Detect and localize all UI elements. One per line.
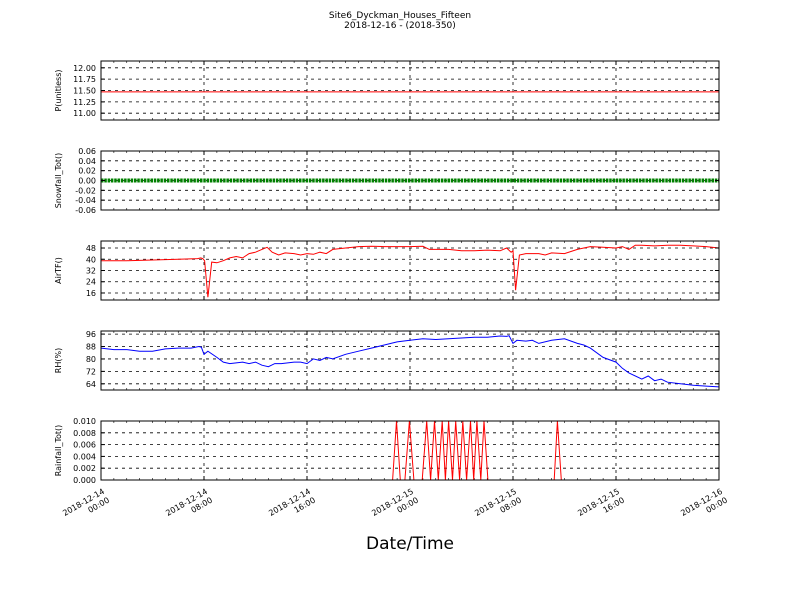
y-tick-label: 11.50 [73,87,96,96]
y-tick-label: 0.06 [78,147,96,156]
panel-4: 0.010 0.008 0.006 0.004 0.002 0.000 Rainfall_T… [54,417,720,485]
panel-0: 12.00 11.75 11.50 11.25 11.00 P(unitless) [54,60,720,121]
y-axis-label: RH(%) [54,348,63,373]
y-tick-label: 16 [86,289,96,298]
figure-title: Site6_Dyckman_Houses_Fifteen [328,11,472,21]
series-2-0 [101,244,719,298]
figure-subtitle: 2018-12-16 - (2018-350) [344,21,456,31]
y-tick-label: 0.00 [78,177,96,186]
panel-3: 96 88 80 72 64 RH(%) [54,330,720,391]
axes-frame [100,330,720,391]
panel-2: 48 40 32 24 16 AirTF() [54,240,720,301]
y-tick-label: 11.75 [73,75,96,84]
y-tick-label: 32 [86,267,96,276]
y-axis-label: Snowfall_Tot() [54,153,63,209]
y-tick-label: 72 [86,367,96,376]
y-tick-label: 88 [86,343,96,352]
x-axis-label: Date/Time [366,534,454,554]
y-tick-label: 0.004 [73,452,96,461]
y-tick-label: -0.06 [75,206,96,215]
y-axis-label: AirTF() [54,257,63,284]
y-tick-label: -0.02 [75,186,96,195]
y-tick-label: 40 [86,255,96,264]
y-tick-label: 0.04 [78,157,96,166]
axes-frame [100,420,720,481]
y-tick-label: 0.000 [73,476,96,485]
y-tick-label: 0.002 [73,464,96,473]
series-3-0 [101,335,719,388]
y-tick-label: 0.006 [73,441,96,450]
y-tick-label: -0.04 [75,196,96,205]
y-tick-label: 0.02 [78,167,96,176]
series-4-0 [101,421,719,480]
panel-1: 0.060.040.020.00-0.02-0.04-0.06 Snowfall_… [54,147,720,215]
y-tick-label: 0.010 [73,417,96,426]
y-tick-label: 11.00 [73,109,96,118]
y-tick-label: 0.008 [73,429,96,438]
y-tick-label: 80 [86,355,96,364]
y-tick-label: 11.25 [73,98,96,107]
y-tick-label: 24 [86,278,96,287]
y-axis-label: P(unitless) [54,69,63,111]
y-axis-label: Rainfall_Tot() [54,425,63,477]
y-tick-label: 64 [86,380,96,389]
y-tick-label: 96 [86,330,96,339]
y-tick-label: 48 [86,244,96,253]
y-tick-label: 12.00 [73,64,96,73]
